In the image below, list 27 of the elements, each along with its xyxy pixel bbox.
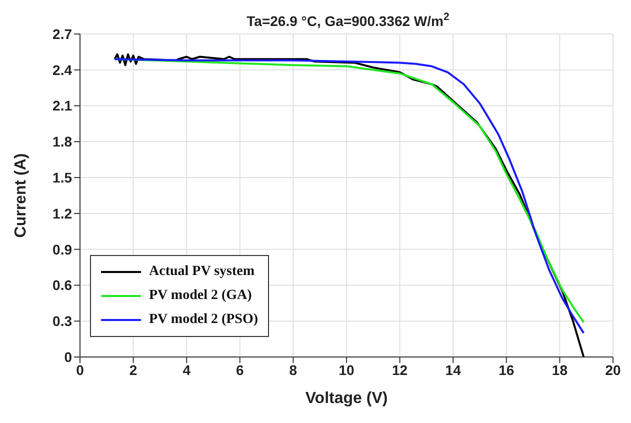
y-tick-label: 2.1 <box>52 98 72 114</box>
x-tick-label: 12 <box>392 362 408 378</box>
y-tick-label: 0.9 <box>52 241 72 258</box>
x-tick-label: 20 <box>605 362 621 378</box>
y-tick-label: 2.7 <box>52 26 72 42</box>
x-tick-label: 14 <box>445 362 462 378</box>
y-axis-title: Current (A) <box>12 153 30 238</box>
x-tick-label: 0 <box>76 362 84 378</box>
legend-label: Actual PV system <box>149 264 255 280</box>
chart-title: Ta=26.9 °C, Ga=900.3362 W/m$^{2}$ <box>246 11 450 29</box>
y-tick-label: 1.5 <box>52 170 72 186</box>
y-tick-label: 1.2 <box>52 205 72 222</box>
legend-label: PV model 2 (PSO) <box>149 312 258 328</box>
x-tick-label: 10 <box>338 362 354 378</box>
x-tick-label: 4 <box>182 362 191 378</box>
y-tick-label: 2.4 <box>52 62 72 78</box>
x-axis-title: Voltage (V) <box>305 390 388 407</box>
y-tick-label: 0.3 <box>52 313 72 330</box>
legend-label: PV model 2 (GA) <box>149 288 252 304</box>
y-tick-label: 0 <box>64 348 72 365</box>
y-tick-label: 1.8 <box>52 134 72 150</box>
y-tick-label: 0.6 <box>52 277 72 294</box>
x-tick-label: 6 <box>236 362 244 378</box>
x-tick-label: 2 <box>129 362 138 378</box>
x-tick-label: 18 <box>552 362 568 378</box>
x-tick-label: 16 <box>498 362 514 378</box>
x-tick-label: 8 <box>289 362 298 378</box>
